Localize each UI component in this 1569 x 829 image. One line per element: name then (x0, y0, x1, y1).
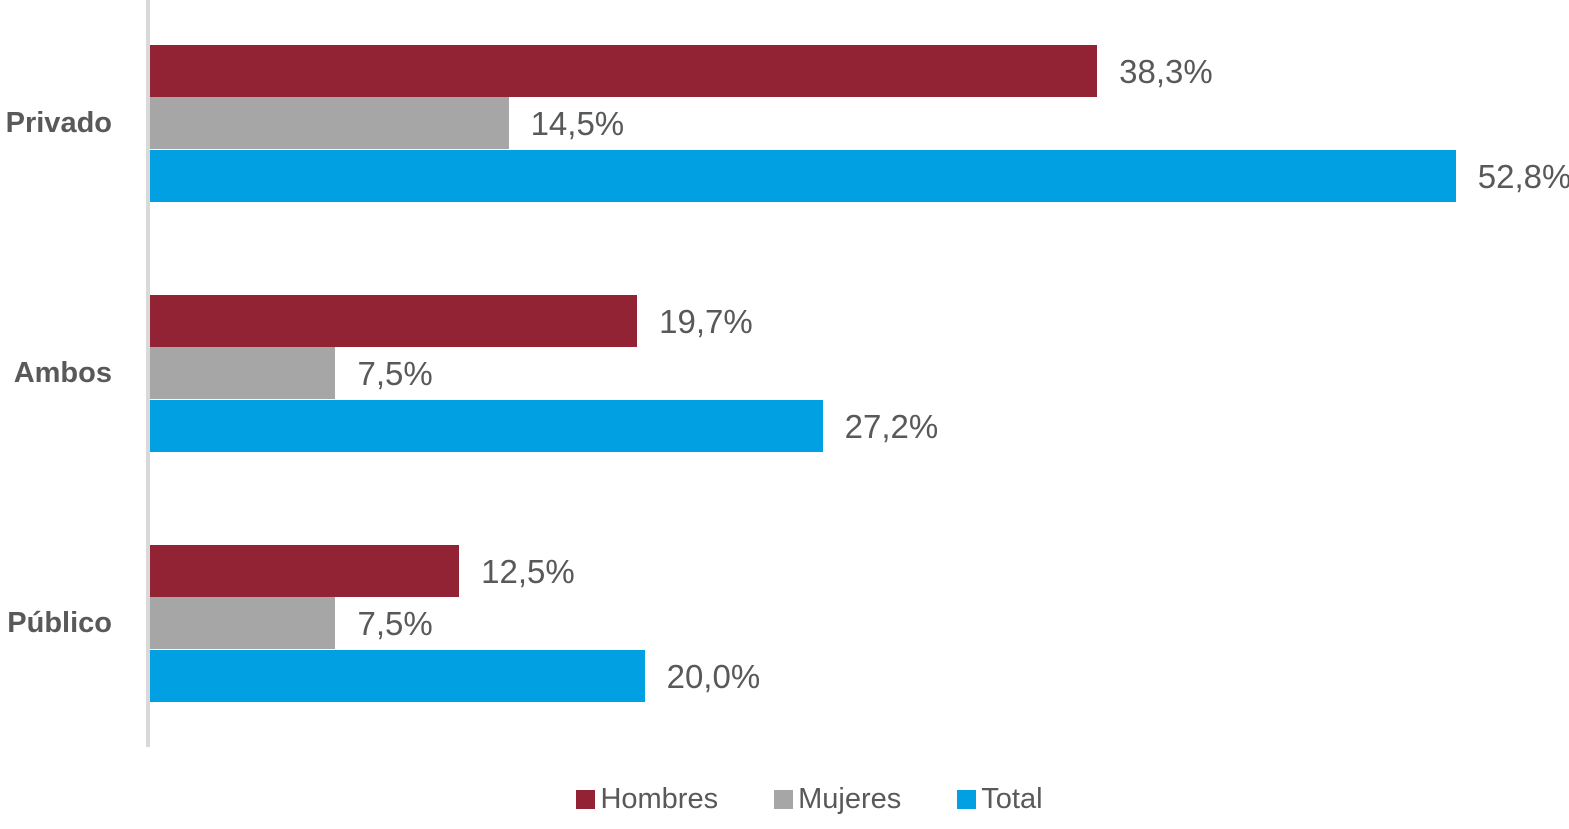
bar-mujeres-ambos (150, 347, 335, 399)
legend-label-total: Total (981, 783, 1043, 815)
bar-hombres-ambos (150, 295, 637, 347)
value-label-hombres-publico: 12,5% (481, 553, 575, 590)
value-label-mujeres-publico: 7,5% (357, 605, 433, 642)
value-label-total-privado: 52,8% (1477, 158, 1569, 195)
bar-total-privado (150, 150, 1456, 202)
plot-area: Privado 38,3% 14,5% 52,8% Ambos 19,7% 7,5% 27,2… (5, 0, 1569, 747)
legend-item-mujeres: Mujeres (774, 783, 901, 816)
bar-total-ambos (150, 400, 823, 452)
bar-total-publico (150, 650, 645, 702)
legend-label-mujeres: Mujeres (798, 783, 902, 815)
legend-swatch-mujeres (774, 790, 794, 809)
value-label-mujeres-ambos: 7,5% (357, 355, 433, 392)
legend-swatch-hombres (576, 790, 596, 809)
bar-mujeres-publico (150, 597, 335, 649)
bar-hombres-privado (150, 45, 1097, 97)
legend-label-hombres: Hombres (600, 783, 719, 815)
category-label-publico: Público (7, 607, 112, 640)
legend-swatch-total (957, 790, 977, 809)
bar-hombres-publico (150, 545, 459, 597)
legend: Hombres Mujeres Total (0, 783, 1569, 816)
bar-mujeres-privado (150, 97, 509, 149)
value-label-mujeres-privado: 14,5% (530, 105, 625, 142)
legend-item-total: Total (957, 783, 1043, 816)
value-label-total-ambos: 27,2% (844, 408, 939, 445)
category-label-ambos: Ambos (13, 357, 112, 390)
value-label-hombres-ambos: 19,7% (659, 303, 753, 340)
legend-item-hombres: Hombres (576, 783, 718, 816)
category-label-privado: Privado (5, 107, 112, 140)
value-label-total-publico: 20,0% (666, 658, 761, 695)
value-label-hombres-privado: 38,3% (1119, 53, 1213, 90)
category-axis-line (146, 0, 150, 747)
